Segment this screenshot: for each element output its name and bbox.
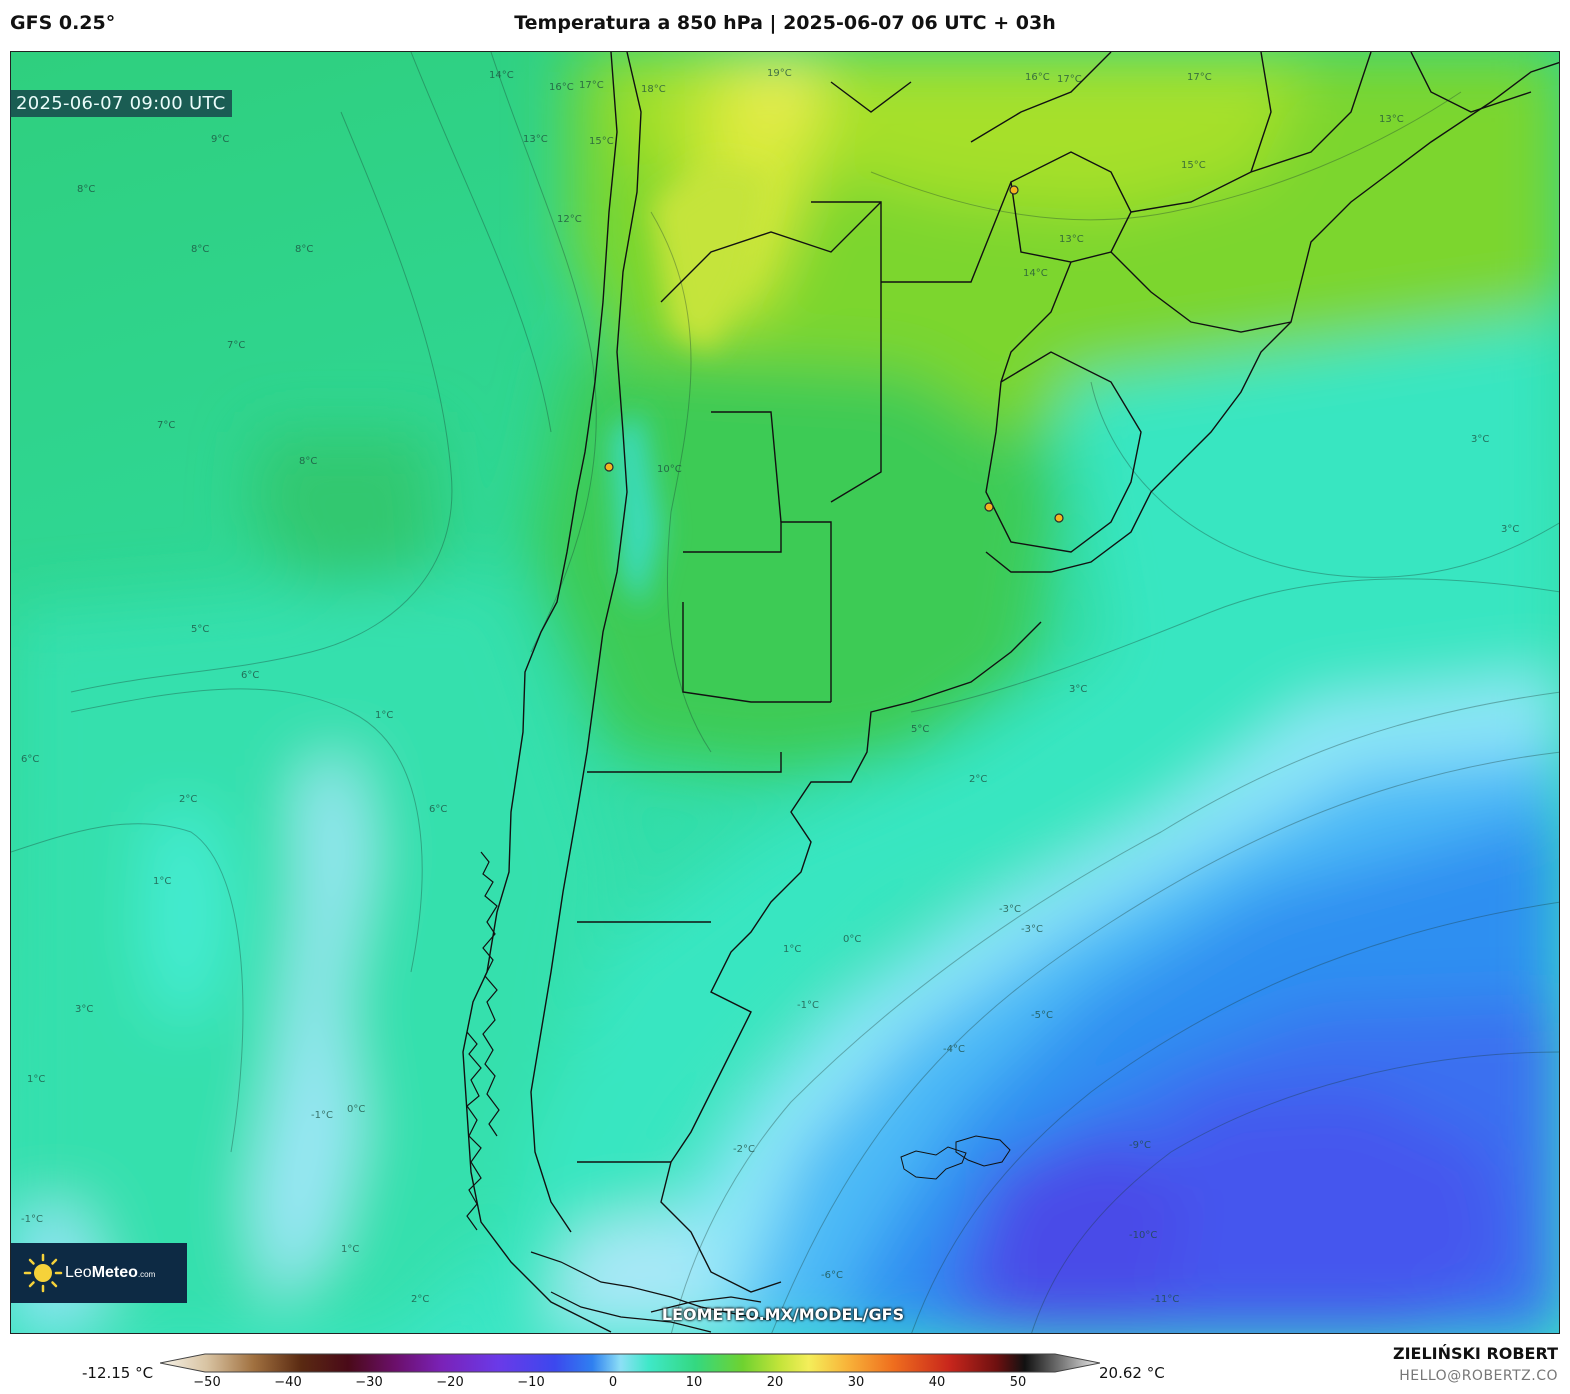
contour-label: 0°C xyxy=(347,1104,365,1115)
colorbar-ticks: −50 −40 −30 −20 −10 0 10 20 30 40 50 xyxy=(160,1375,1100,1393)
contour-label: 1°C xyxy=(341,1244,359,1255)
contour-label: 3°C xyxy=(1471,434,1489,445)
isotherm-lines xyxy=(11,52,1559,1333)
logo-text: LeoMeteo.com xyxy=(65,1264,155,1282)
contour-label: 14°C xyxy=(489,70,514,81)
contour-labels: 14°C 16°C 17°C 18°C 19°C 13°C 15°C 12°C … xyxy=(21,68,1519,1305)
contour-label: 1°C xyxy=(153,876,171,887)
colorbar-tick: −50 xyxy=(193,1375,221,1390)
contour-label: 8°C xyxy=(191,244,209,255)
city-marker-buenos-aires xyxy=(984,502,994,512)
contour-label: 6°C xyxy=(429,804,447,815)
contour-label: -1°C xyxy=(21,1214,43,1225)
contour-label: 16°C xyxy=(1025,72,1050,83)
contour-label: 5°C xyxy=(911,724,929,735)
contour-label: 7°C xyxy=(227,340,245,351)
contour-label: 18°C xyxy=(641,84,666,95)
contour-label: 1°C xyxy=(27,1074,45,1085)
contour-label: 9°C xyxy=(211,134,229,145)
colorbar-fill xyxy=(160,1353,1100,1373)
contour-label: 13°C xyxy=(523,134,548,145)
contour-label: 3°C xyxy=(75,1004,93,1015)
contour-label: -5°C xyxy=(1031,1010,1053,1021)
contour-label: 13°C xyxy=(1379,114,1404,125)
sun-icon xyxy=(23,1253,63,1293)
colorbar-tick: 20 xyxy=(766,1375,784,1390)
contour-label: 8°C xyxy=(295,244,313,255)
logo-text-leo: Leo xyxy=(65,1264,92,1281)
contour-label: 12°C xyxy=(557,214,582,225)
contour-label: 17°C xyxy=(1187,72,1212,83)
contour-label: 3°C xyxy=(1069,684,1087,695)
temperature-field xyxy=(11,52,1559,1333)
contour-label: 2°C xyxy=(411,1294,429,1305)
contour-label: 8°C xyxy=(299,456,317,467)
contour-label: -6°C xyxy=(821,1270,843,1281)
contour-label: 6°C xyxy=(241,670,259,681)
colorbar-tick: 50 xyxy=(1009,1375,1027,1390)
contour-label: 6°C xyxy=(21,754,39,765)
colorbar-tick: 40 xyxy=(928,1375,946,1390)
contour-label: 17°C xyxy=(579,80,604,91)
contour-label: -1°C xyxy=(311,1110,333,1121)
model-label: GFS 0.25° xyxy=(10,12,116,34)
contour-label: 2°C xyxy=(179,794,197,805)
author-name: ZIELIŃSKI ROBERT xyxy=(1392,1344,1558,1363)
contour-label: 5°C xyxy=(191,624,209,635)
contour-label: -10°C xyxy=(1129,1230,1157,1241)
map-canvas: 14°C 16°C 17°C 18°C 19°C 13°C 15°C 12°C … xyxy=(11,52,1559,1333)
leometeo-logo[interactable]: LeoMeteo.com xyxy=(11,1243,187,1303)
colorbar-tick: −20 xyxy=(436,1375,464,1390)
contour-label: 7°C xyxy=(157,420,175,431)
contour-label: -1°C xyxy=(797,1000,819,1011)
watermark-url[interactable]: LEOMETEO.MX/MODEL/GFS xyxy=(0,1305,1570,1324)
colorbar-tick: 30 xyxy=(847,1375,865,1390)
contour-label: 3°C xyxy=(1501,524,1519,535)
contour-label: 1°C xyxy=(783,944,801,955)
colorbar xyxy=(160,1353,1100,1373)
contour-label: 0°C xyxy=(843,934,861,945)
valid-time-badge: 2025-06-07 09:00 UTC xyxy=(10,90,232,117)
logo-text-meteo: Meteo xyxy=(91,1264,138,1281)
contour-label: -3°C xyxy=(999,904,1021,915)
colorbar-tick: 10 xyxy=(685,1375,703,1390)
contour-label: 1°C xyxy=(375,710,393,721)
contour-label: -3°C xyxy=(1021,924,1043,935)
map-title: Temperatura a 850 hPa | 2025-06-07 06 UT… xyxy=(514,12,1056,34)
contour-label: 19°C xyxy=(767,68,792,79)
contour-label: 15°C xyxy=(1181,160,1206,171)
contour-label: 13°C xyxy=(1059,234,1084,245)
colorbar-tick: −40 xyxy=(274,1375,302,1390)
contour-label: 17°C xyxy=(1057,74,1082,85)
colorbar-tick: 0 xyxy=(608,1375,618,1390)
city-marker-montevideo xyxy=(1054,513,1064,523)
andes-ridge xyxy=(611,162,771,612)
contour-label: 8°C xyxy=(77,184,95,195)
contour-label: 16°C xyxy=(549,82,574,93)
borders xyxy=(462,52,1559,1333)
watermark-text: LEOMETEO.MX/MODEL/GFS xyxy=(661,1305,905,1324)
contour-label: -9°C xyxy=(1129,1140,1151,1151)
colorbar-tick: −10 xyxy=(517,1375,545,1390)
contour-label: 10°C xyxy=(657,464,682,475)
colorbar-min-label: -12.15 °C xyxy=(82,1364,154,1382)
falkland-islands xyxy=(900,1135,1011,1180)
contour-label: 15°C xyxy=(589,136,614,147)
contour-label: -11°C xyxy=(1151,1294,1179,1305)
city-markers xyxy=(604,185,1064,523)
city-marker-asuncion xyxy=(1009,185,1019,195)
contour-label: -4°C xyxy=(943,1044,965,1055)
city-marker-santiago xyxy=(604,462,614,472)
contour-label: 14°C xyxy=(1023,268,1048,279)
contour-label: 2°C xyxy=(969,774,987,785)
colorbar-max-label: 20.62 °C xyxy=(1099,1364,1165,1382)
author-email[interactable]: HELLO@ROBERTZ.CO xyxy=(1399,1368,1558,1384)
logo-text-suffix: .com xyxy=(137,1270,156,1279)
archipelago xyxy=(466,851,772,1333)
temperature-map[interactable]: 14°C 16°C 17°C 18°C 19°C 13°C 15°C 12°C … xyxy=(10,51,1560,1334)
colorbar-tick: −30 xyxy=(355,1375,383,1390)
contour-label: -2°C xyxy=(733,1144,755,1155)
